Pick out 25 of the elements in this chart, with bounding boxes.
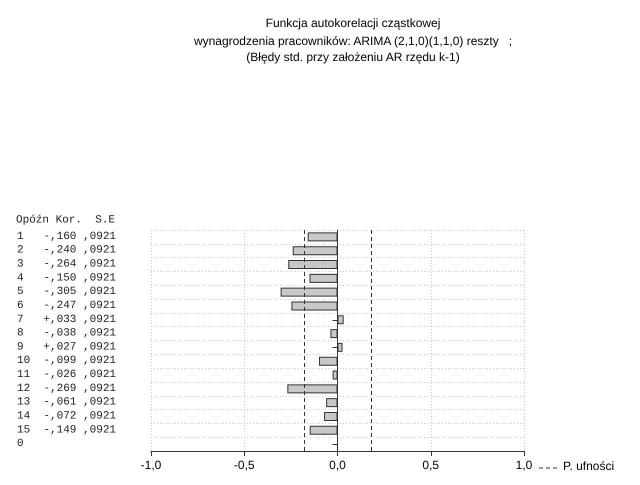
- y-tick-label: 14 -,072 ,0921: [17, 410, 116, 422]
- text: Opóźn Kor. S.E: [16, 214, 116, 226]
- x-tick-label: 0,5: [422, 458, 440, 472]
- y-tick-label: 3 -,264 ,0921: [17, 258, 116, 271]
- legend-label: P. ufności: [563, 459, 614, 473]
- y-tick-label: 12 -,269 ,0921: [17, 382, 116, 395]
- chart-title: Funkcja autokorelacji cząstkowej: [266, 16, 440, 30]
- y-tick-label: 15 -,149 ,0921: [17, 424, 116, 436]
- x-tick-label: -0,5: [234, 458, 255, 472]
- x-tick-label: -1,0: [140, 458, 162, 472]
- y-tick-label: 8 -,038 ,0921: [17, 328, 116, 340]
- y-tick-label: 9 +,027 ,0921: [17, 341, 116, 354]
- y-tick-label: 10 -,099 ,0921: [17, 355, 116, 368]
- x-tick-label: 0,0: [329, 458, 346, 472]
- y-tick-label: 11 -,026 ,0921: [17, 369, 116, 382]
- chart-subtitle: wynagrodzenia pracowników: ARIMA (2,1,0)(1,1,0) reszty ; (Błędy std. przy założeniu AR rzędu k-1): [192, 34, 512, 64]
- y-tick-label: 6 -,247 ,0921: [17, 300, 116, 312]
- y-tick-label: 7 +,033 ,0921: [17, 314, 116, 326]
- x-tick-label: 1,0: [516, 458, 533, 472]
- y-tick-label: 0: [17, 438, 24, 450]
- y-tick-label: 5 -,305 ,0921: [17, 286, 116, 298]
- y-tick-label: 13 -,061 ,0921: [17, 396, 116, 409]
- y-tick-label: 4 -,150 ,0921: [17, 272, 116, 284]
- y-tick-label: 1 -,160 ,0921: [17, 230, 116, 243]
- y-tick-label: 2 -,240 ,0921: [17, 244, 116, 257]
